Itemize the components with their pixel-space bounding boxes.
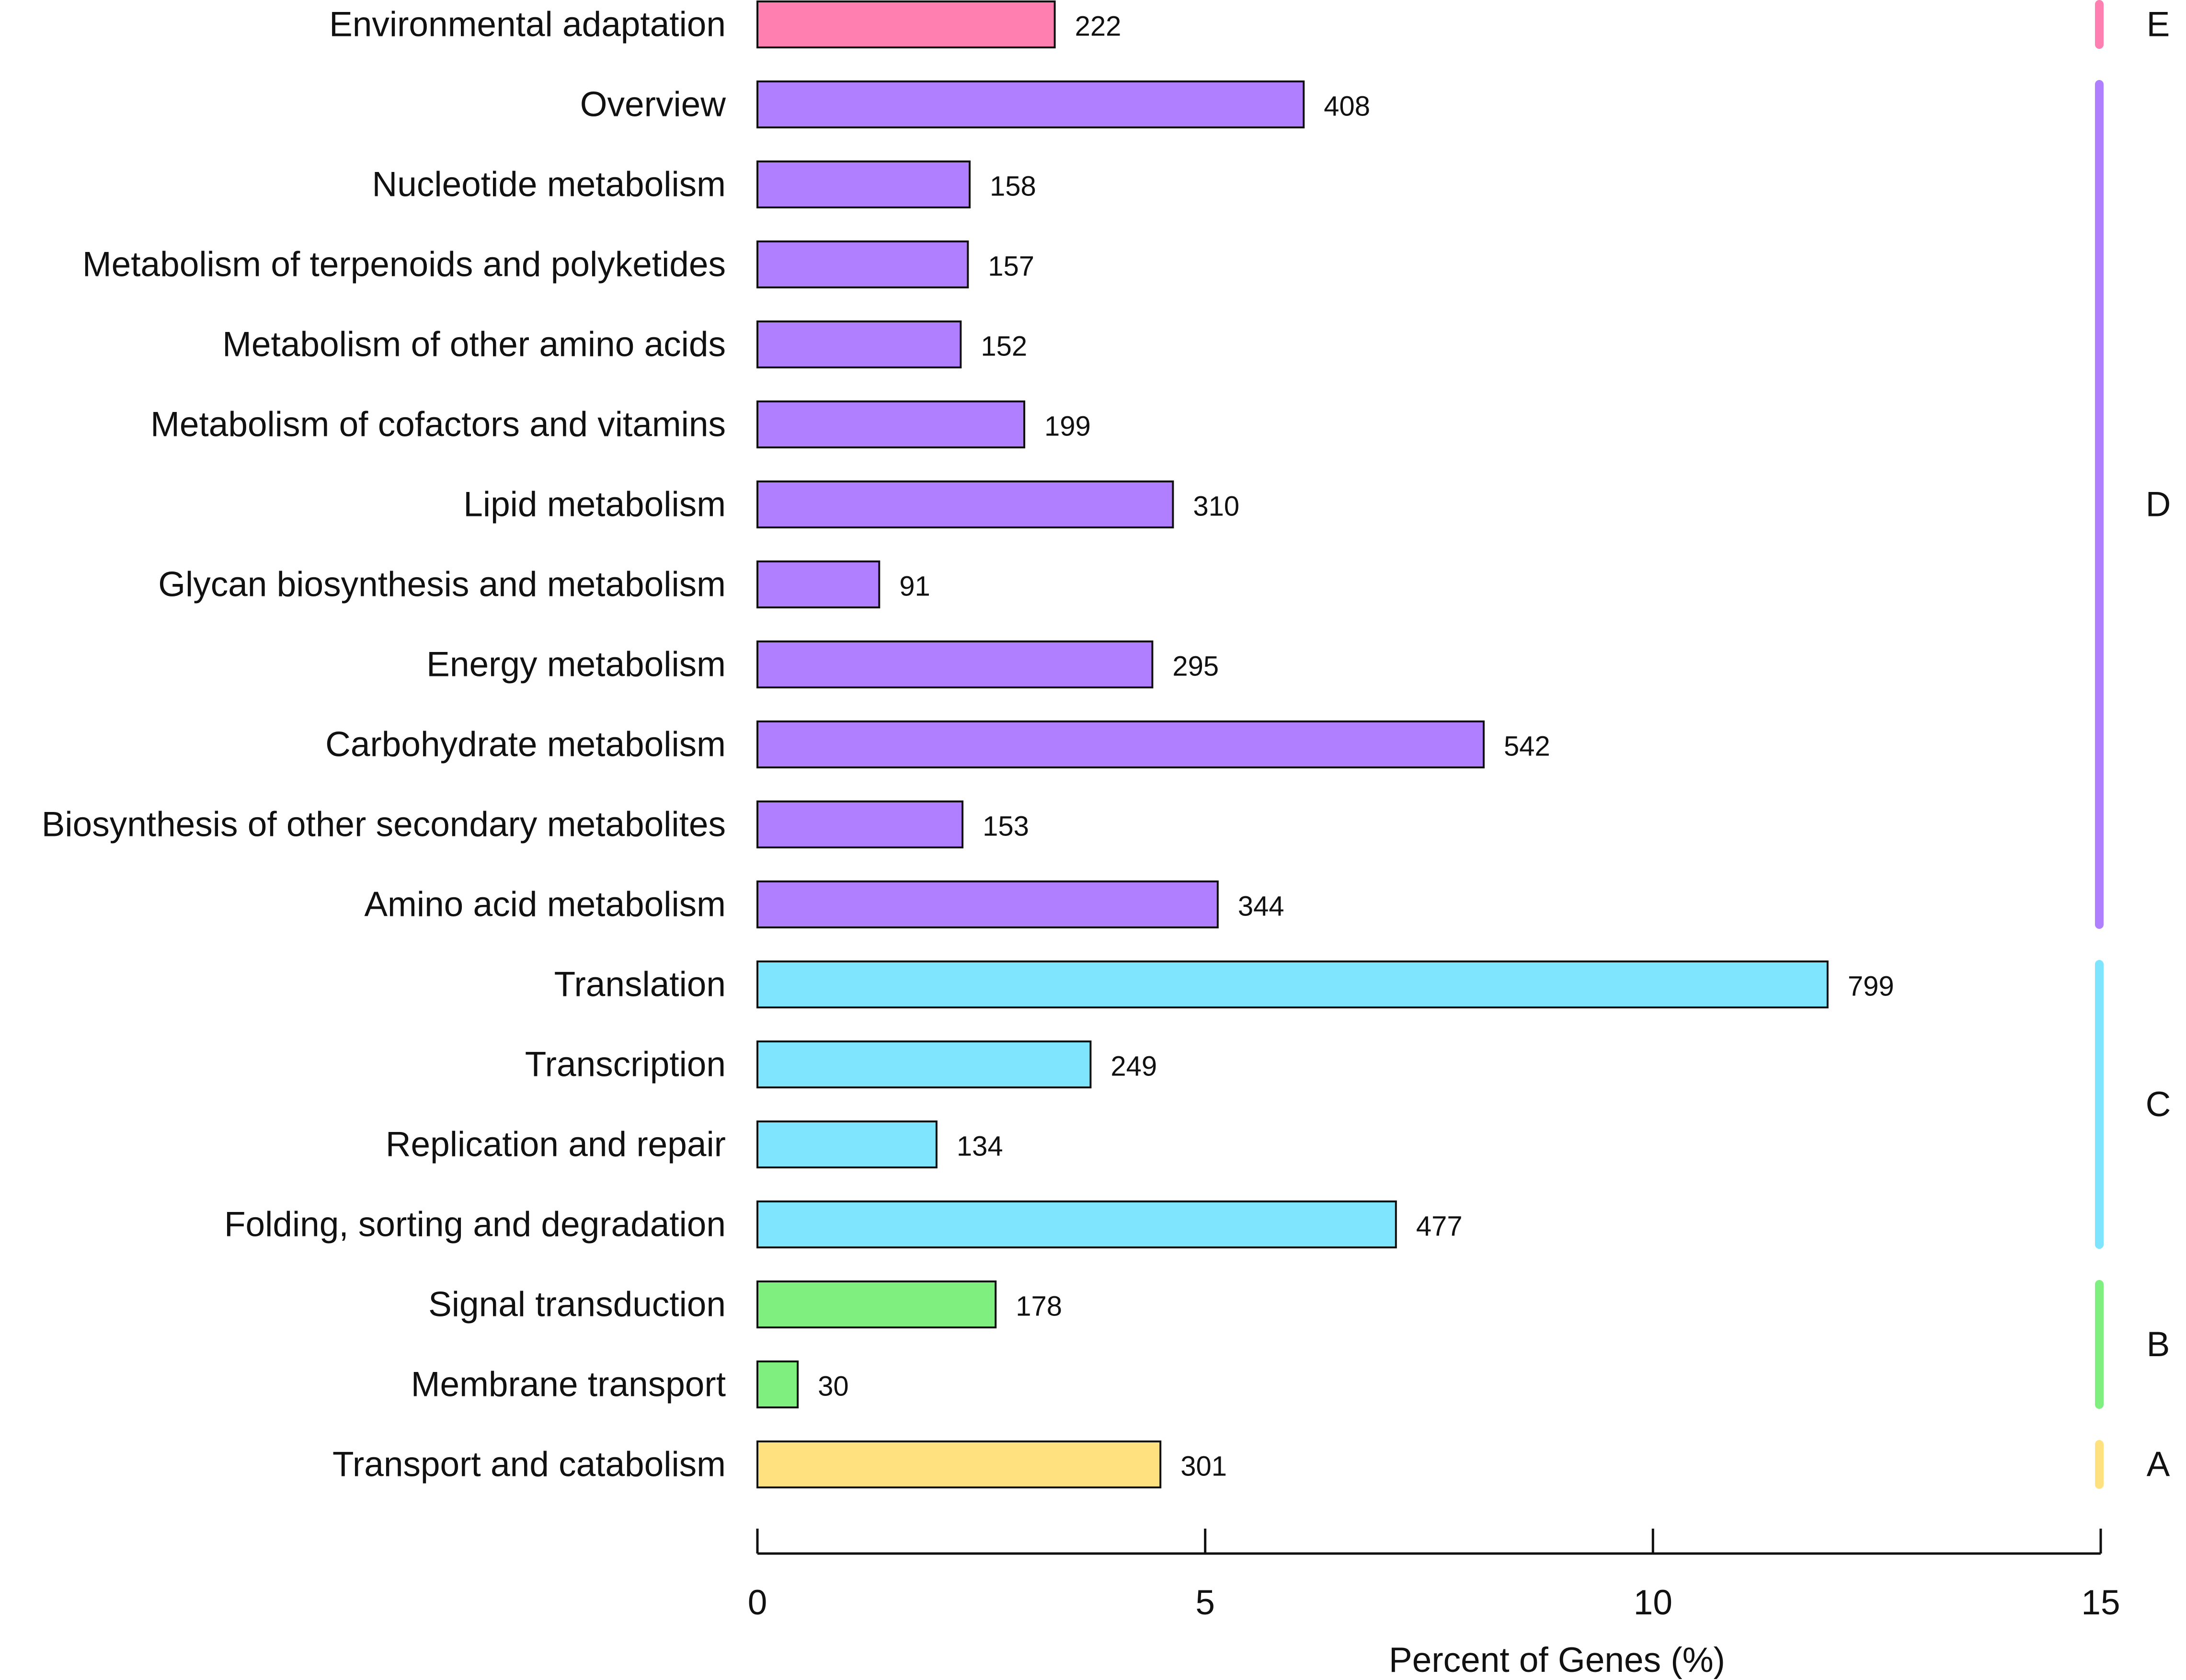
category-label: Energy metabolism — [426, 645, 726, 684]
x-axis-title: Percent of Genes (%) — [1389, 1641, 1725, 1680]
group-brackets: E D C B A — [2095, 0, 2171, 1489]
bar — [756, 320, 962, 368]
value-label: 408 — [1324, 91, 1370, 122]
x-tick-label: 10 — [1634, 1583, 1672, 1622]
category-label: Environmental adaptation — [329, 5, 726, 44]
value-label: 158 — [990, 171, 1036, 202]
category-label: Glycan biosynthesis and metabolism — [158, 565, 726, 604]
value-label: 30 — [818, 1371, 849, 1402]
category-label: Signal transduction — [428, 1285, 726, 1324]
category-label: Transport and catabolism — [332, 1445, 726, 1484]
value-label: 295 — [1172, 651, 1219, 682]
group-letter: E — [2147, 5, 2170, 44]
bar — [756, 0, 1056, 48]
bar — [756, 1040, 1092, 1088]
category-label: Carbohydrate metabolism — [325, 725, 726, 764]
bar — [756, 640, 1154, 688]
category-labels: Environmental adaptation Overview Nucleoti… — [42, 5, 726, 1484]
category-label: Translation — [554, 965, 726, 1004]
category-label: Folding, sorting and degradation — [224, 1205, 726, 1244]
bar — [756, 800, 964, 848]
value-label: 301 — [1180, 1451, 1227, 1482]
bar — [756, 1120, 938, 1168]
category-label: Metabolism of other amino acids — [222, 325, 726, 364]
value-label: 249 — [1110, 1051, 1157, 1082]
bar — [756, 1200, 1397, 1248]
group-letter: A — [2147, 1445, 2170, 1484]
category-label: Nucleotide metabolism — [372, 165, 726, 204]
value-label: 91 — [899, 571, 930, 602]
value-label: 134 — [957, 1131, 1003, 1162]
bar — [756, 1280, 997, 1328]
category-label: Biosynthesis of other secondary metaboli… — [42, 805, 726, 844]
bar — [756, 1360, 799, 1408]
value-label: 344 — [1238, 891, 1284, 922]
value-label: 799 — [1848, 971, 1894, 1002]
value-label: 310 — [1193, 491, 1239, 522]
bar — [756, 720, 1485, 768]
bar — [756, 560, 881, 608]
category-label: Lipid metabolism — [463, 485, 726, 524]
value-labels: 222 408 158 157 152 199 310 91 295 542 153 344 799 24… — [818, 11, 1894, 1482]
group-letter: B — [2147, 1325, 2170, 1364]
x-tick-label: 15 — [2081, 1583, 2120, 1622]
category-label: Overview — [580, 85, 726, 124]
value-label: 477 — [1416, 1211, 1463, 1242]
value-label: 178 — [1016, 1291, 1062, 1322]
category-label: Amino acid metabolism — [364, 885, 726, 924]
value-label: 199 — [1044, 411, 1091, 442]
bar — [756, 880, 1219, 928]
value-label: 157 — [988, 251, 1034, 282]
group-letter: D — [2146, 485, 2171, 524]
x-tick-label: 0 — [748, 1583, 767, 1622]
bars-layer — [756, 0, 1829, 1488]
value-label: 542 — [1504, 731, 1550, 762]
group-letter: C — [2146, 1085, 2171, 1124]
value-label: 152 — [981, 331, 1027, 362]
category-label: Metabolism of cofactors and vitamins — [150, 405, 726, 444]
value-label: 153 — [983, 811, 1029, 842]
category-label: Replication and repair — [386, 1125, 726, 1164]
bar — [756, 400, 1026, 448]
bar — [756, 80, 1305, 128]
category-label: Transcription — [525, 1045, 726, 1084]
category-label: Metabolism of terpenoids and polyketides — [82, 245, 726, 284]
x-axis: 0 5 10 15 — [748, 1529, 2120, 1622]
bar — [756, 240, 969, 288]
bar — [756, 160, 971, 208]
bar — [756, 960, 1829, 1008]
value-label: 222 — [1075, 11, 1122, 42]
bar — [756, 480, 1174, 528]
bar — [756, 1440, 1162, 1488]
category-label: Membrane transport — [411, 1365, 726, 1404]
x-tick-label: 5 — [1195, 1583, 1215, 1622]
